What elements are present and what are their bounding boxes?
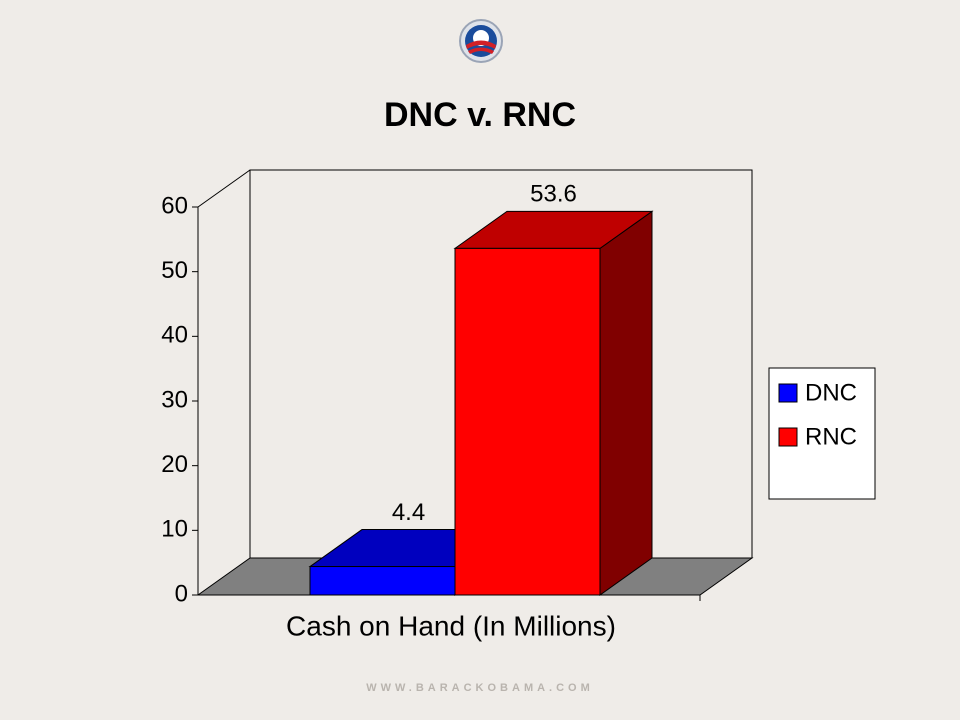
footer: WWW.BARACKOBAMA.COM xyxy=(366,682,594,694)
bar-side xyxy=(599,210,653,596)
legend-label: RNC xyxy=(805,423,857,450)
y-tick-label: 50 xyxy=(161,257,188,284)
side-wall-edge xyxy=(197,169,251,208)
bar xyxy=(454,247,601,596)
legend-label: DNC xyxy=(805,379,857,406)
bar xyxy=(309,566,456,596)
logo xyxy=(459,19,503,63)
y-tick-label: 0 xyxy=(175,580,188,607)
legend-swatch xyxy=(778,383,798,403)
y-tick-label: 40 xyxy=(161,322,188,349)
y-tick-label: 60 xyxy=(161,192,188,219)
value-label: 53.6 xyxy=(530,181,577,208)
y-tick-label: 30 xyxy=(161,386,188,413)
value-label: 4.4 xyxy=(392,499,425,526)
y-tick-label: 20 xyxy=(161,451,188,478)
x-tick-label: Cash on Hand (In Millions) xyxy=(286,610,616,641)
chart-title: DNC v. RNC xyxy=(384,96,576,134)
legend-swatch xyxy=(778,427,798,447)
y-tick-label: 10 xyxy=(161,516,188,543)
